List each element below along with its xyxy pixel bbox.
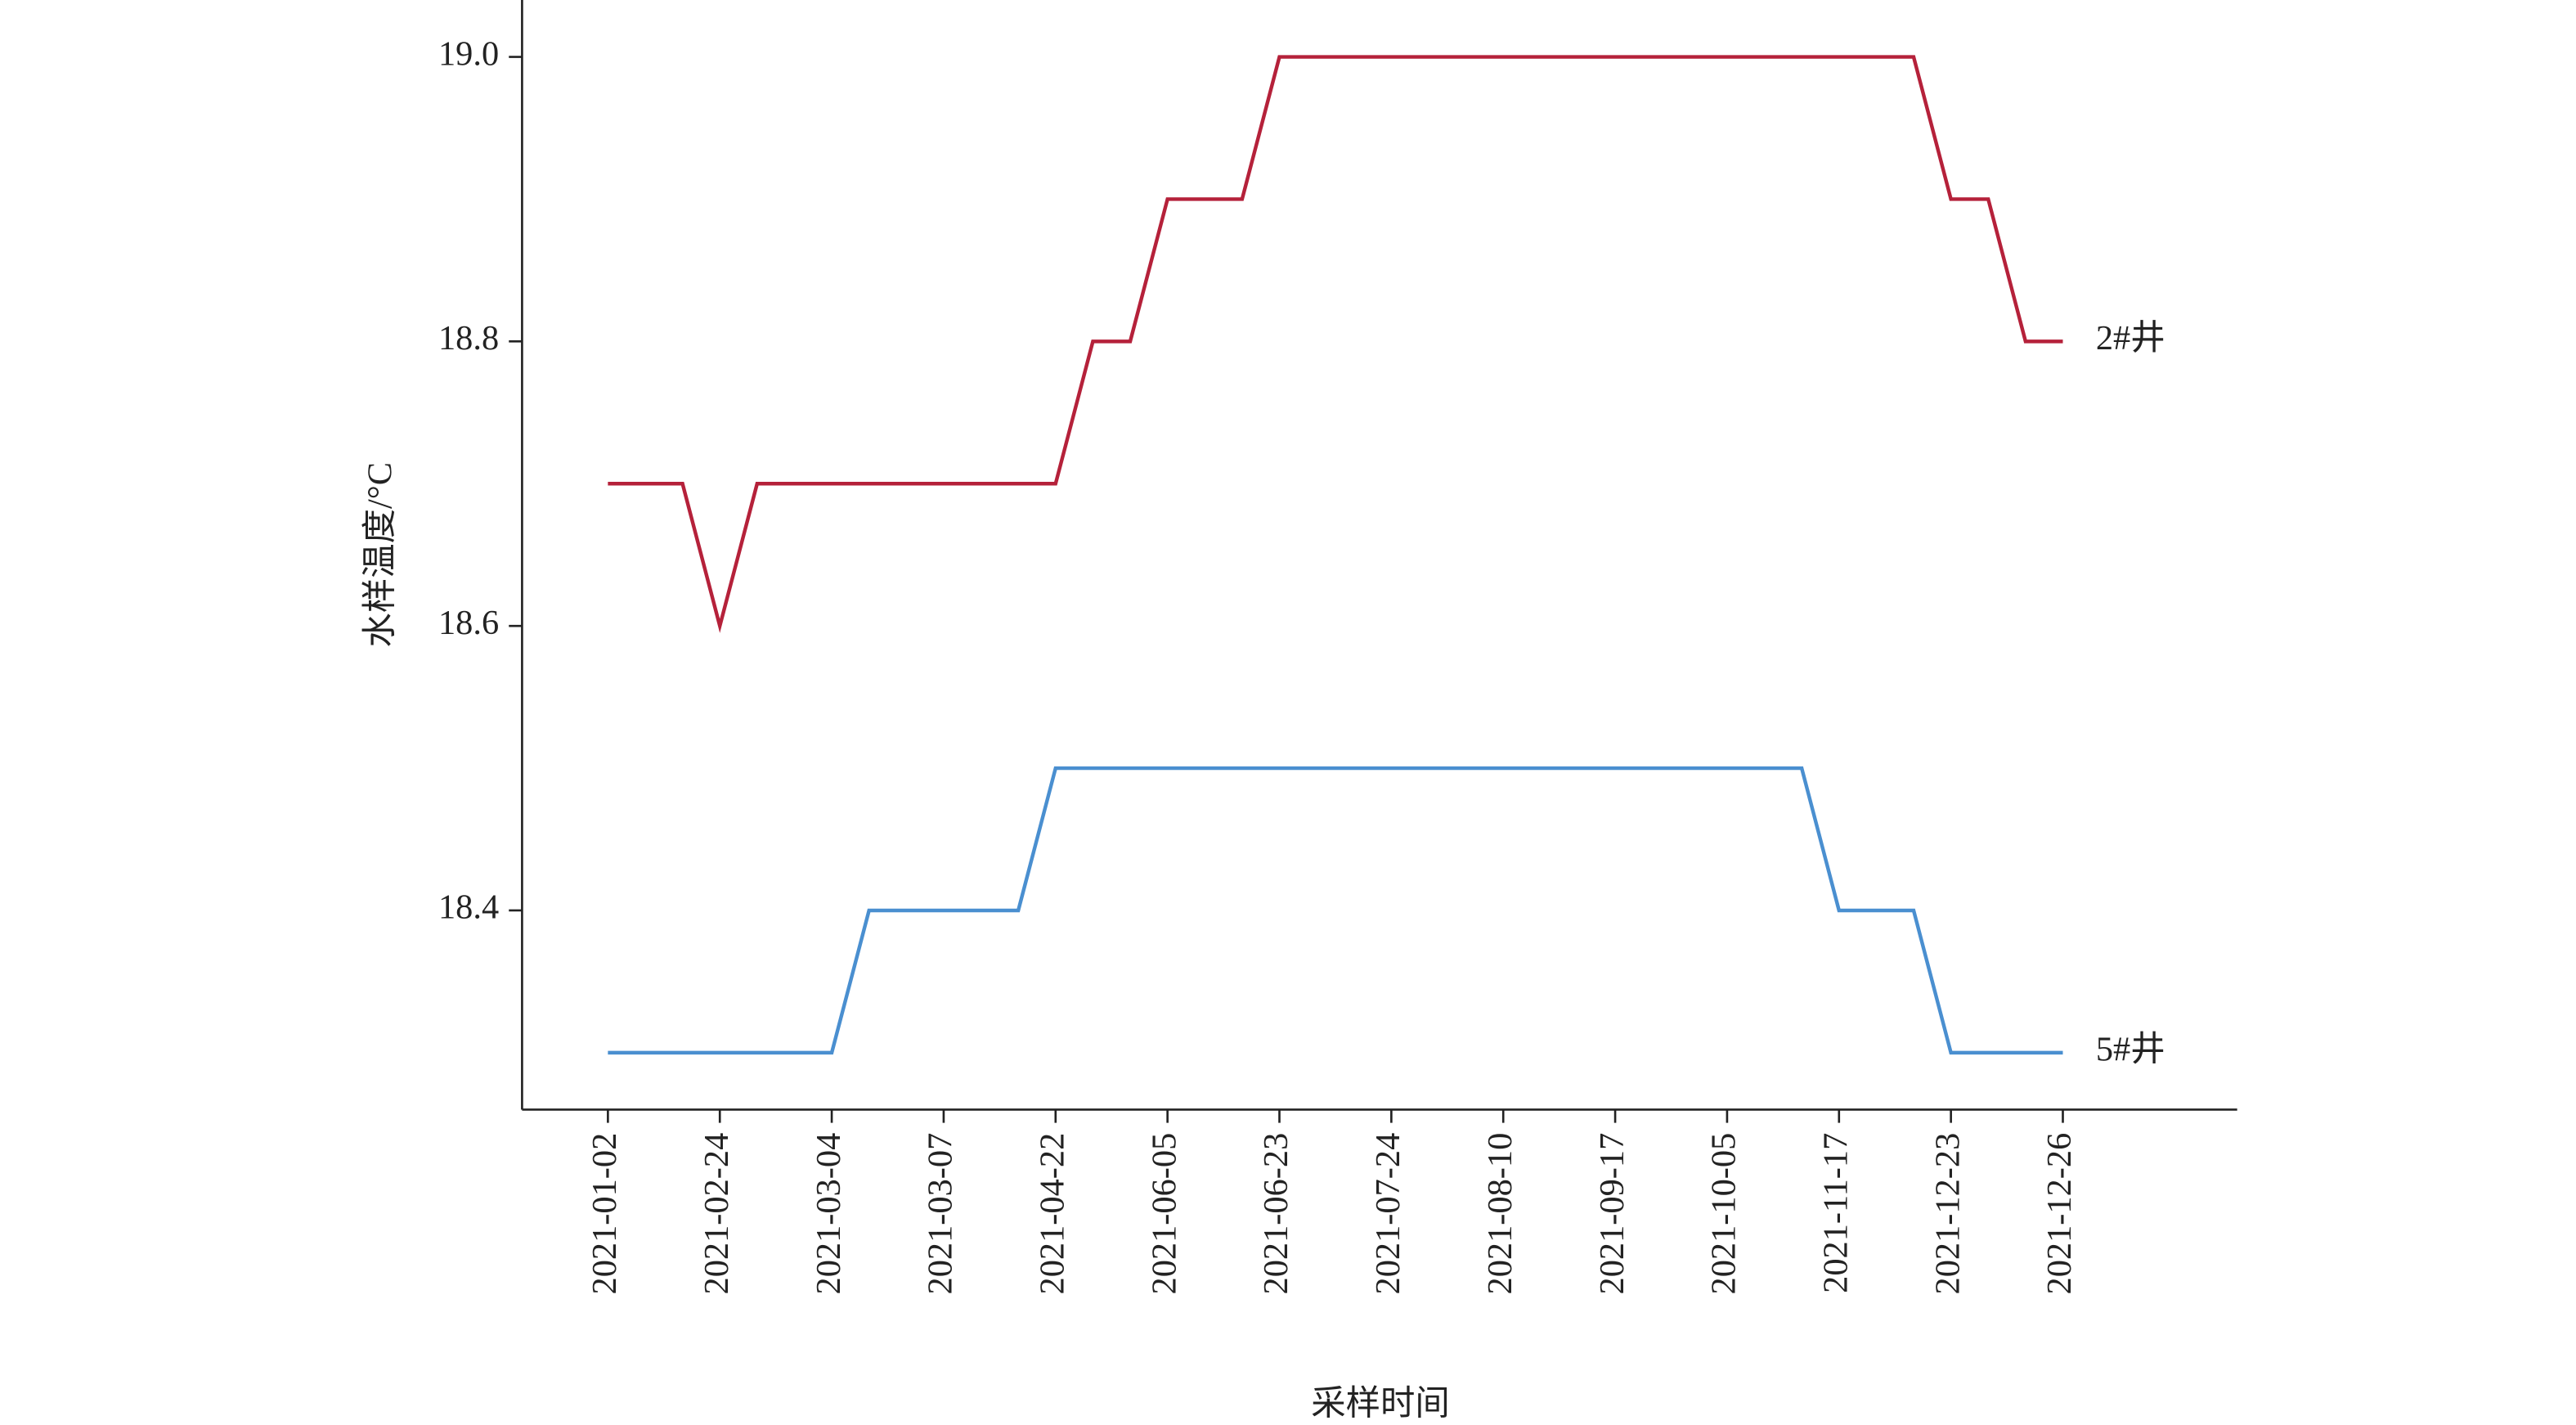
- x-tick-label: 2021-09-17: [1593, 1133, 1631, 1295]
- y-axis-title: 水样温度/°C: [361, 462, 400, 647]
- series-label: 5#井: [2096, 1031, 2165, 1069]
- series-line: [608, 55, 2063, 633]
- x-tick-label: 2021-10-05: [1705, 1133, 1744, 1295]
- y-tick-label: 18.6: [438, 604, 499, 642]
- y-tick-label: 18.8: [438, 319, 499, 357]
- x-tick-label: 2021-06-23: [1257, 1133, 1295, 1295]
- y-tick-label: 19.0: [438, 34, 499, 73]
- x-tick-label: 2021-07-24: [1369, 1133, 1407, 1295]
- x-tick-label: 2021-06-05: [1145, 1133, 1183, 1295]
- x-tick-label: 2021-08-10: [1481, 1133, 1519, 1295]
- x-tick-label: 2021-03-07: [922, 1133, 960, 1295]
- x-axis-title: 采样时间: [1311, 1385, 1450, 1423]
- x-tick-label: 2021-12-23: [1928, 1133, 1967, 1295]
- x-tick-label: 2021-11-17: [1817, 1133, 1856, 1293]
- y-tick-label: 18.4: [438, 888, 499, 927]
- series-line: [608, 766, 2063, 1055]
- x-tick-label: 2021-02-24: [698, 1133, 736, 1295]
- x-tick-label: 2021-03-04: [810, 1133, 848, 1295]
- x-tick-label: 2021-01-02: [586, 1133, 624, 1295]
- x-tick-label: 2021-12-26: [2040, 1133, 2079, 1295]
- x-tick-label: 2021-04-22: [1034, 1133, 1072, 1295]
- series-label: 2#井: [2096, 319, 2165, 357]
